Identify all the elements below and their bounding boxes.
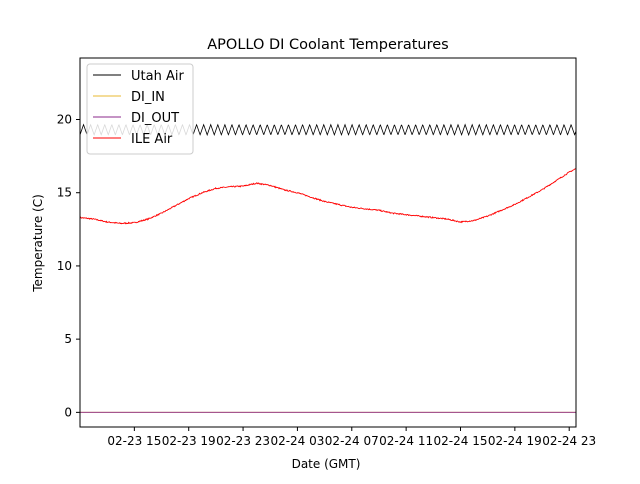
x-tick-label: 02-24 11 — [379, 434, 433, 448]
x-axis-label: Date (GMT) — [292, 457, 361, 471]
series-line-ile-air — [80, 167, 576, 225]
x-tick-label: 02-23 23 — [216, 434, 270, 448]
x-tick-label: 02-24 23 — [542, 434, 596, 448]
x-tick-label: 02-24 07 — [325, 434, 379, 448]
y-tick-label: 0 — [64, 405, 72, 419]
y-tick-label: 15 — [57, 186, 72, 200]
y-axis-label: Temperature (C) — [31, 194, 45, 293]
x-tick-label: 02-24 19 — [488, 434, 542, 448]
x-tick-label: 02-24 03 — [270, 434, 324, 448]
plot-frame — [79, 57, 577, 428]
x-tick-label: 02-24 15 — [434, 434, 488, 448]
legend-label-di-in: DI_IN — [131, 90, 165, 105]
y-tick-label: 10 — [57, 259, 72, 273]
x-tick-label: 02-23 15 — [107, 434, 161, 448]
y-tick-label: 5 — [64, 332, 72, 346]
legend-box — [86, 63, 194, 155]
y-tick-label: 20 — [57, 113, 72, 127]
chart-title: APOLLO DI Coolant Temperatures — [207, 37, 448, 53]
legend-label-ile-air: ILE Air — [131, 132, 173, 147]
x-tick-label: 02-23 19 — [162, 434, 216, 448]
axes: 02-23 15 02-23 19 02-23 23 02-24 03 02-24 07… — [57, 57, 596, 448]
legend-label-di-out: DI_OUT — [131, 111, 179, 126]
legend: Utah Air DI_IN DI_OUT ILE Air — [86, 63, 194, 155]
legend-label-utah-air: Utah Air — [131, 69, 184, 84]
